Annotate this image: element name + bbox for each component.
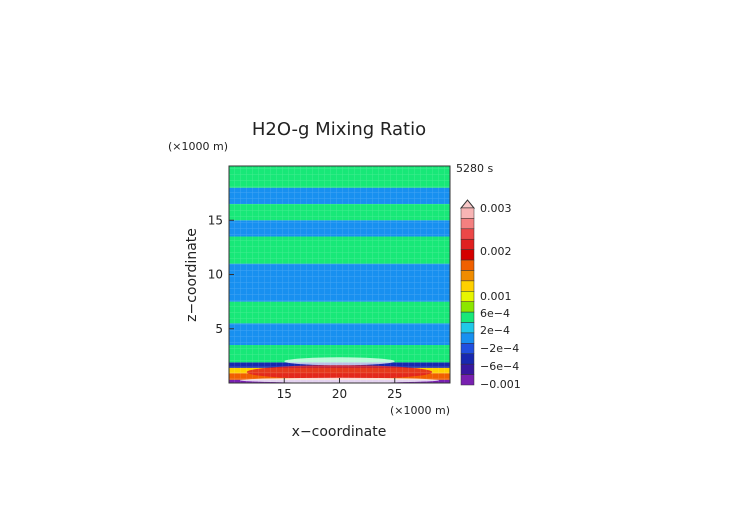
x-unit-label: (×1000 m) (390, 404, 450, 417)
time-label: 5280 s (456, 162, 493, 175)
colorbar: 0.003 0.002 0.001 6e−4 2e−4 −2e−4 −6e−4 −0.001 (459, 199, 521, 391)
y-tick-label: 15 (208, 213, 223, 227)
colorbar-swatch (460, 249, 475, 261)
colorbar-swatch (460, 280, 475, 292)
colorbar-label: 6e−4 (480, 307, 510, 320)
chart-title: H2O-g Mixing Ratio (252, 119, 426, 140)
colorbar-label: 0.001 (480, 290, 512, 303)
colorbar-swatch (460, 218, 475, 230)
colorbar-label: 0.002 (480, 245, 512, 258)
x-axis-ticks: 15 20 25 (277, 378, 402, 401)
colorbar-swatch (460, 374, 475, 386)
x-tick-label: 25 (387, 387, 402, 401)
colorbar-swatch (460, 228, 475, 240)
colorbar-label: −2e−4 (480, 342, 519, 355)
y-tick-label: 5 (215, 322, 223, 336)
colorbar-swatch (460, 363, 475, 375)
colorbar-swatch (460, 270, 475, 282)
colorbar-swatch (460, 353, 475, 365)
colorbar-swatch (460, 301, 475, 313)
colorbar-label: 2e−4 (480, 324, 510, 337)
x-tick-label: 15 (277, 387, 292, 401)
colorbar-swatch (460, 259, 475, 271)
colorbar-label: −0.001 (480, 378, 521, 391)
colorbar-swatch (460, 238, 475, 250)
colorbar-swatch (460, 291, 475, 302)
y-axis-label: z−coordinate (184, 228, 200, 322)
colorbar-swatch (460, 343, 475, 355)
colorbar-label: 0.003 (480, 202, 512, 215)
colorbar-swatch (460, 207, 475, 219)
plot-grid-overlay (229, 166, 450, 383)
y-axis-ticks: 5 10 15 (208, 213, 234, 336)
colorbar-swatch (460, 322, 475, 334)
y-unit-label: (×1000 m) (168, 140, 228, 153)
colorbar-swatch (460, 332, 475, 344)
colorbar-swatch (460, 311, 475, 323)
colorbar-arrow (459, 199, 476, 209)
y-tick-label: 10 (208, 268, 223, 282)
x-tick-label: 20 (332, 387, 347, 401)
x-axis-label: x−coordinate (292, 424, 387, 440)
colorbar-label: −6e−4 (480, 360, 519, 373)
